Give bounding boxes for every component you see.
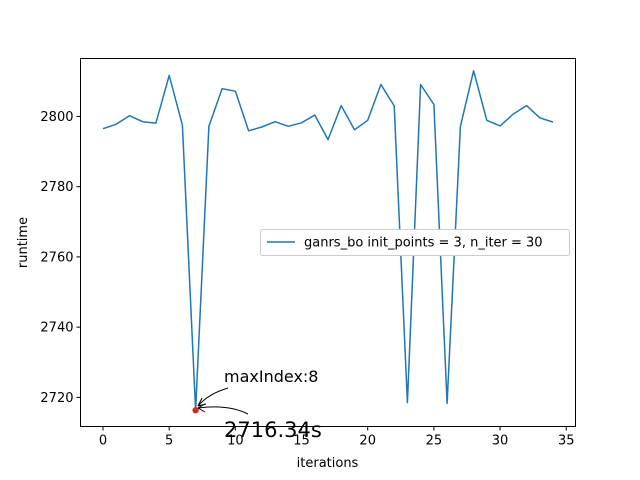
value-annotation: 2716.34s xyxy=(224,418,322,442)
legend: ganrs_bo init_points = 3, n_iter = 30 xyxy=(260,229,570,256)
y-tick-label: 2740 xyxy=(40,321,73,336)
y-tick-label: 2800 xyxy=(40,110,73,125)
max-index-arrow xyxy=(197,387,229,407)
y-tick-label: 2780 xyxy=(40,180,73,195)
y-tick-label: 2720 xyxy=(40,391,73,406)
y-axis-label: runtime xyxy=(16,217,31,268)
x-tick-label: 25 xyxy=(426,434,443,449)
min-runtime-point xyxy=(192,407,199,414)
value-arrowhead xyxy=(197,403,206,413)
series-line-ganrs-bo xyxy=(102,70,554,411)
x-axis-label: iterations xyxy=(297,456,359,471)
x-tick-label: 15 xyxy=(293,434,310,449)
plot-frame xyxy=(80,58,576,427)
y-tick-label: 2760 xyxy=(40,250,73,265)
x-tick-label: 35 xyxy=(558,434,575,449)
x-tick-label: 10 xyxy=(227,434,244,449)
x-tick-label: 0 xyxy=(99,434,107,449)
legend-label: ganrs_bo init_points = 3, n_iter = 30 xyxy=(304,236,543,251)
value-arrow xyxy=(197,406,249,415)
x-tick-label: 30 xyxy=(492,434,509,449)
x-tick-label: 20 xyxy=(359,434,376,449)
x-tick-label: 5 xyxy=(165,434,173,449)
max-index-annotation: maxIndex:8 xyxy=(224,367,318,386)
annotation-arrows xyxy=(197,387,249,415)
legend-box xyxy=(260,229,570,256)
axis-ticks: 0 5 10 15 20 25 30 35 2720 2740 2760 2780 2800 xyxy=(40,110,574,449)
